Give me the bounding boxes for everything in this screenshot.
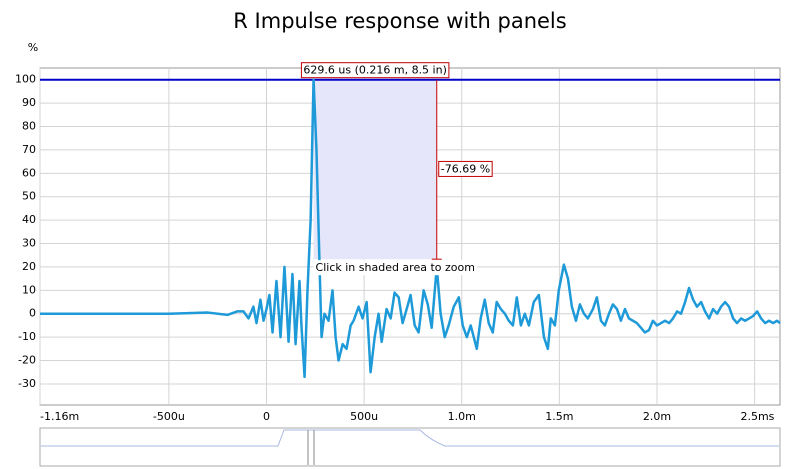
- x-tick-label: 1.5m: [545, 410, 573, 423]
- y-tick-label: 0: [29, 307, 36, 320]
- x-tick-label: 500u: [350, 410, 378, 423]
- x-tick-label: 2.5m: [741, 410, 769, 423]
- y-tick-label: -30: [18, 377, 36, 390]
- chart-title: R Impulse response with panels: [233, 9, 566, 33]
- selection-label: 629.6 us (0.216 m, 8.5 in): [303, 64, 446, 77]
- x-axis-unit: s: [769, 410, 775, 423]
- delta-label: -76.69 %: [441, 162, 490, 175]
- selection-label-box: [300, 62, 450, 79]
- selection-area[interactable]: [313, 79, 437, 260]
- y-tick-label: 90: [22, 96, 36, 109]
- zoom-hint-box: [313, 260, 477, 276]
- y-tick-label: 60: [22, 166, 36, 179]
- y-tick-label: -20: [18, 354, 36, 367]
- y-tick-label: 80: [22, 120, 36, 133]
- data-line: [40, 78, 781, 379]
- y-tick-label: 70: [22, 143, 36, 156]
- y-tick-label: 30: [22, 237, 36, 250]
- x-tick-label: 0: [263, 410, 270, 423]
- x-tick-label: -500u: [153, 410, 185, 423]
- y-tick-label: 20: [22, 260, 36, 273]
- y-tick-label: -10: [18, 330, 36, 343]
- delta-label-box: [438, 160, 493, 177]
- y-tick-label: 40: [22, 213, 36, 226]
- x-tick-label: -1.16m: [40, 410, 79, 423]
- overview-strip[interactable]: [39, 427, 781, 467]
- overview-frame[interactable]: [39, 427, 781, 467]
- y-tick-label: 50: [22, 190, 36, 203]
- y-tick-label: 10: [22, 283, 36, 296]
- plot-area[interactable]: -30 -20 -10 0 10 20 30 40 50 60 70 80 90 100 -1.16m -50…: [15, 62, 781, 423]
- x-tick-label: 2.0m: [643, 410, 671, 423]
- y-tick-label: 100: [15, 73, 36, 86]
- overview-curve: [41, 429, 779, 447]
- zoom-hint: Click in shaded area to zoom: [316, 261, 475, 274]
- x-tick-label: 1.0m: [448, 410, 476, 423]
- y-axis-label: %: [28, 41, 38, 54]
